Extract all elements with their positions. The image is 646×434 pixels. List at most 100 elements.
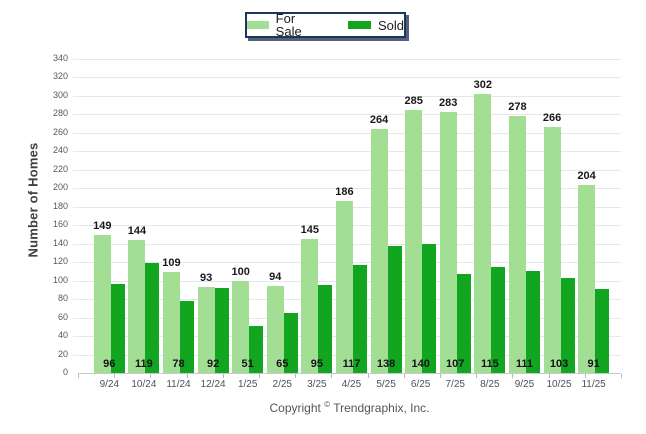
bar-sold <box>214 288 229 373</box>
for-sale-value-label: 100 <box>231 265 250 278</box>
x-axis-tick <box>114 374 116 378</box>
gridline <box>73 95 621 97</box>
legend-item-sold: Sold <box>347 19 404 32</box>
legend: For Sale Sold <box>245 12 406 38</box>
for-sale-value-label: 94 <box>269 271 282 284</box>
sold-value-label: 117 <box>342 358 361 370</box>
x-tick-label: 11/25 <box>581 379 606 390</box>
bars-row: 149 96 144 119 109 78 93 92 100 51 94 65 145 95 186 117… <box>78 59 621 373</box>
x-axis-tick <box>259 374 260 378</box>
gridline <box>73 151 621 153</box>
bar-sold <box>283 312 298 373</box>
bar-group: 204 91 <box>576 59 611 373</box>
bar-sold <box>491 266 506 373</box>
bar-for-sale <box>508 116 526 373</box>
for-sale-value-label: 302 <box>473 79 493 92</box>
x-axis-tick <box>295 374 297 378</box>
sold-value-label: 107 <box>446 358 465 370</box>
for-sale-value-label: 283 <box>439 96 458 109</box>
legend-item-for-sale: For Sale <box>247 12 322 38</box>
bar-for-sale <box>162 272 180 373</box>
bar-sold <box>456 274 471 373</box>
y-tick-label: 40 <box>57 330 68 341</box>
x-axis-tick <box>403 374 405 378</box>
x-tick-label: 2/25 <box>272 379 292 390</box>
for-sale-value-label: 278 <box>508 101 527 114</box>
x-tick-label: 9/25 <box>514 379 535 390</box>
bar-for-sale <box>335 201 353 373</box>
gridline <box>73 188 621 190</box>
x-axis-tick <box>150 374 152 378</box>
for-sale-value-label: 149 <box>93 220 112 233</box>
bar-sold <box>318 285 333 373</box>
sold-value-label: 103 <box>549 358 569 370</box>
sold-value-label: 91 <box>587 358 600 370</box>
x-tick-label: 4/25 <box>341 379 362 390</box>
bar-group: 278 111 <box>507 59 542 373</box>
legend-label-for-sale: For Sale <box>275 11 302 39</box>
gridline <box>73 59 621 60</box>
bar-group: 94 65 <box>265 59 300 373</box>
bar-group: 149 96 <box>92 59 127 373</box>
sold-value-label: 65 <box>276 358 289 370</box>
for-sale-value-label: 109 <box>162 257 181 270</box>
sold-value-label: 119 <box>135 358 153 370</box>
for-sale-value-label: 266 <box>542 112 562 125</box>
y-tick-label: 200 <box>52 182 68 193</box>
y-tick-label: 0 <box>62 367 68 377</box>
x-tick-label: 6/25 <box>410 379 431 390</box>
bar-sold <box>179 300 194 373</box>
y-tick-label: 140 <box>52 237 68 248</box>
bar-group: 109 78 <box>161 59 196 373</box>
bar-for-sale <box>439 111 457 373</box>
bar-group: 186 117 <box>334 59 369 373</box>
sold-value-label: 92 <box>206 358 220 370</box>
x-tick-label: 5/25 <box>376 379 396 390</box>
x-tick-label: 11/24 <box>166 379 191 390</box>
for-sale-value-label: 93 <box>199 272 213 285</box>
x-tick-label: 10/24 <box>131 379 157 390</box>
x-tick-label: 3/25 <box>307 379 327 390</box>
y-tick-label: 300 <box>52 89 68 100</box>
bar-group: 144 119 <box>127 59 162 373</box>
bar-sold <box>560 277 575 373</box>
bar-sold <box>525 270 540 373</box>
copyright-text: Copyright © Trendgraphix, Inc. <box>78 400 621 416</box>
x-tick-label: 1/25 <box>237 379 258 390</box>
y-tick-label: 320 <box>52 71 68 82</box>
gridline <box>73 114 621 116</box>
bar-group: 264 138 <box>369 59 404 373</box>
for-sale-value-label: 264 <box>369 114 389 127</box>
bar-for-sale <box>370 129 388 373</box>
x-tick-label: 9/24 <box>99 379 120 390</box>
x-axis-labels: 9/24 10/24 11/24 12/24 1/25 2/25 3/25 4/25 5/25 6… <box>78 379 621 391</box>
y-tick-label: 60 <box>57 311 68 322</box>
sold-value-label: 140 <box>411 358 430 370</box>
bar-group: 266 103 <box>542 59 577 373</box>
y-tick-label: 240 <box>52 145 68 156</box>
sold-value-label: 95 <box>310 358 323 370</box>
bar-sold <box>249 325 264 373</box>
bar-for-sale <box>474 94 492 373</box>
sold-value-label: 138 <box>376 358 396 370</box>
bar-for-sale <box>405 109 423 373</box>
bar-for-sale <box>93 235 111 373</box>
bar-for-sale <box>543 127 561 373</box>
sold-value-label: 78 <box>172 358 185 370</box>
for-sale-value-label: 204 <box>577 169 596 182</box>
x-axis-tick <box>476 374 478 378</box>
x-axis-tick <box>367 374 369 378</box>
y-tick-label: 20 <box>57 348 68 359</box>
copyright-suffix: Trendgraphix, Inc. <box>333 401 430 415</box>
sold-swatch-icon <box>347 21 371 29</box>
x-axis-tick <box>186 374 188 378</box>
copyright-symbol: © <box>324 400 331 409</box>
bar-group: 93 92 <box>196 59 231 373</box>
y-tick-label: 340 <box>52 53 68 63</box>
x-axis-tick <box>548 374 550 378</box>
x-axis-tick <box>512 374 514 378</box>
for-sale-value-label: 285 <box>404 94 423 107</box>
gridline <box>73 132 621 134</box>
y-tick-label: 100 <box>52 274 68 285</box>
